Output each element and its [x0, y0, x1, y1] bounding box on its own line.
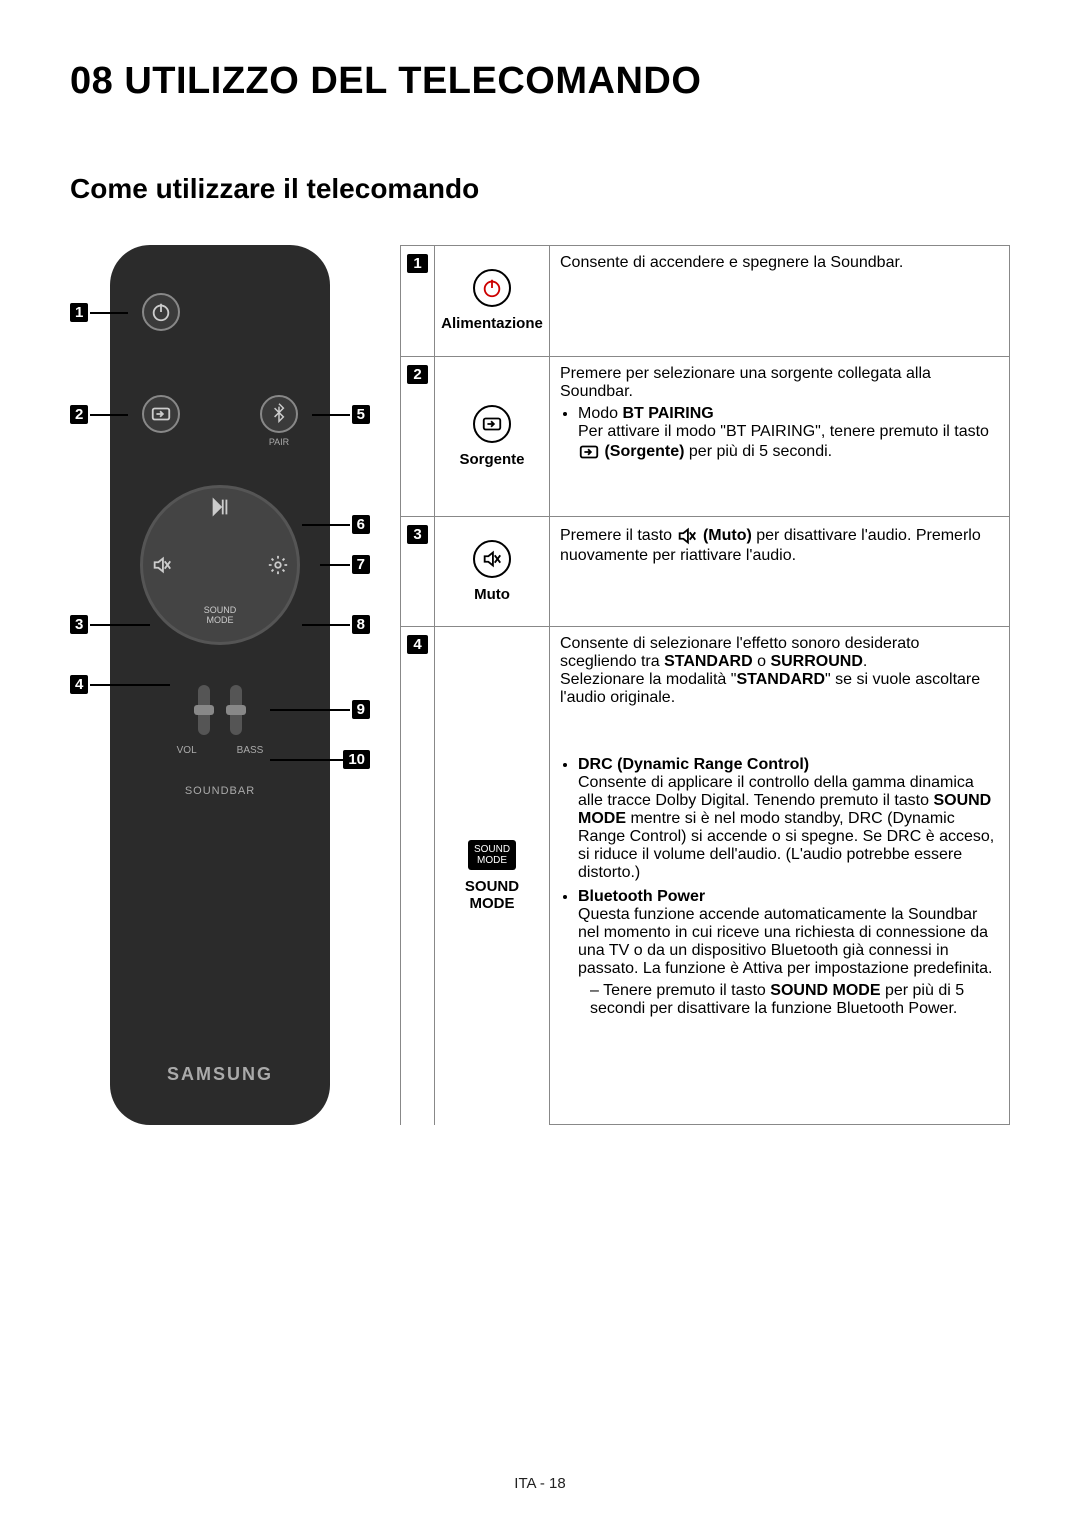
callout-10: 10: [343, 750, 370, 769]
row-number: 2: [407, 365, 427, 384]
callout-7: 7: [352, 555, 370, 574]
callout-6: 6: [352, 515, 370, 534]
table-row: 4 SOUNDMODE SOUND MODE Consente di selez…: [401, 627, 1010, 744]
function-table: 1 Alimentazione Consente di accendere e …: [400, 245, 1010, 1125]
callout-5: 5: [352, 405, 370, 424]
table-row: 1 Alimentazione Consente di accendere e …: [401, 246, 1010, 357]
row-desc: Premere per selezionare una sorgente col…: [550, 356, 1010, 516]
row-number: 1: [407, 254, 427, 273]
row-label: Sorgente: [441, 451, 543, 468]
sound-mode-icon: SOUNDMODE: [468, 840, 516, 870]
slider-labels: VOL BASS: [110, 745, 330, 756]
table-row: 3 Muto Premere il tasto (Muto) per disat…: [401, 516, 1010, 627]
row-desc: DRC (Dynamic Range Control) Consente di …: [550, 744, 1010, 1125]
remote-diagram: PAIR SOUNDMODE VOL BASS SOUNDBAR SAMSUNG…: [70, 245, 370, 1125]
vol-label: VOL: [177, 745, 197, 756]
row-desc: Premere il tasto (Muto) per disattivare …: [550, 516, 1010, 627]
row-number: 3: [407, 525, 427, 544]
bass-label: BASS: [237, 745, 264, 756]
row-desc: Consente di selezionare l'effetto sonoro…: [550, 627, 1010, 744]
callout-3: 3: [70, 615, 88, 634]
sound-mode-label: SOUNDMODE: [204, 606, 237, 626]
source-icon: [473, 405, 511, 443]
soundbar-label: SOUNDBAR: [110, 785, 330, 797]
bass-slider: [230, 685, 242, 735]
callout-9: 9: [352, 700, 370, 719]
section-title: Come utilizzare il telecomando: [70, 173, 1010, 205]
mute-icon: [676, 525, 698, 547]
row-label: Muto: [441, 586, 543, 603]
mute-icon: [151, 554, 173, 576]
callout-4: 4: [70, 675, 88, 694]
callout-1: 1: [70, 303, 88, 322]
source-icon: [578, 441, 600, 463]
mute-icon: [473, 540, 511, 578]
chapter-title: UTILIZZO DEL TELECOMANDO: [124, 60, 701, 102]
vol-slider: [198, 685, 210, 735]
chapter-number: 08: [70, 60, 113, 102]
callout-2: 2: [70, 405, 88, 424]
brand-logo: SAMSUNG: [110, 1064, 330, 1085]
remote-wheel: SOUNDMODE: [140, 485, 300, 645]
row-label: Alimentazione: [441, 315, 543, 332]
play-pause-icon: [209, 496, 231, 518]
remote-source-button: [142, 395, 180, 433]
pair-label: PAIR: [269, 437, 289, 447]
page-title: 08 UTILIZZO DEL TELECOMANDO: [70, 60, 1010, 103]
gear-icon: [267, 554, 289, 576]
remote-pair-button: PAIR: [260, 395, 298, 433]
callout-8: 8: [352, 615, 370, 634]
table-row: 2 Sorgente Premere per selezionare una s…: [401, 356, 1010, 516]
row-desc: Consente di accendere e spegnere la Soun…: [550, 246, 1010, 357]
row-number: 4: [407, 635, 427, 654]
page-footer: ITA - 18: [0, 1475, 1080, 1492]
remote-power-button: [142, 293, 180, 331]
power-icon: [473, 269, 511, 307]
row-label: SOUND MODE: [441, 878, 543, 912]
